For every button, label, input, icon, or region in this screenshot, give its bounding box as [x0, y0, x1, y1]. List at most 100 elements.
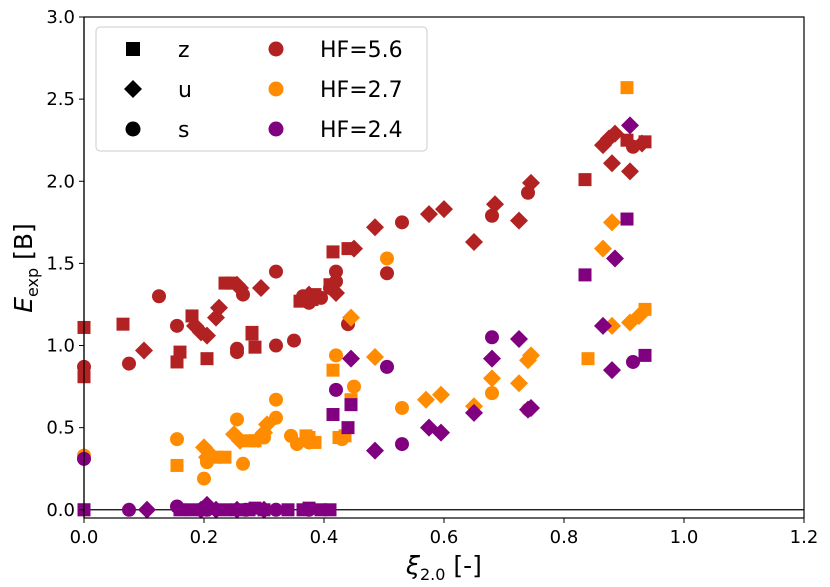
- point-hf-5-6-square: [248, 340, 262, 354]
- point-hf-2-7-circle: [329, 348, 343, 363]
- point-hf-2-7-circle: [197, 471, 211, 486]
- square-marker-icon: [126, 42, 140, 56]
- point-hf-5-6-circle: [122, 356, 136, 371]
- point-hf-5-6-square: [116, 317, 130, 331]
- legend-label-hf-5-6: HF=5.6: [320, 38, 403, 63]
- point-hf-5-6-circle: [329, 274, 343, 289]
- point-hf-2-4-circle: [626, 354, 640, 369]
- point-hf-5-6-circle: [152, 289, 166, 304]
- point-hf-2-4-circle: [302, 502, 316, 517]
- point-hf-5-6-diamond: [486, 195, 504, 214]
- point-hf-2-7-diamond: [366, 348, 384, 367]
- point-hf-2-4-circle: [269, 502, 283, 517]
- point-hf-2-4-diamond: [606, 249, 624, 268]
- point-hf-2-4-diamond: [342, 349, 360, 368]
- point-hf-2-4-diamond: [432, 423, 450, 442]
- point-hf-2-7-diamond: [510, 374, 528, 393]
- x-tick-label: 0.0: [70, 527, 99, 548]
- point-hf-2-4-diamond: [465, 403, 483, 422]
- point-hf-5-6-diamond: [435, 200, 453, 219]
- point-hf-2-7-circle: [290, 437, 304, 452]
- point-hf-5-6-circle: [269, 338, 283, 353]
- x-axis-label: ξ2.0 [-]: [405, 551, 482, 584]
- y-tick-label: 0.5: [46, 418, 75, 439]
- point-hf-2-4-diamond: [621, 116, 639, 135]
- diamond-marker-icon: [124, 80, 142, 98]
- point-hf-2-7-diamond: [231, 431, 249, 450]
- x-tick-label: 0.2: [190, 527, 219, 548]
- point-hf-5-6-square: [326, 245, 340, 259]
- point-hf-2-7-circle: [269, 410, 283, 425]
- point-hf-5-6-circle: [230, 345, 244, 360]
- legend: z u s HF=5.6 HF=2.7 HF=2.4: [95, 26, 428, 152]
- point-hf-5-6-diamond: [621, 162, 639, 181]
- point-hf-5-6-square: [200, 352, 214, 366]
- point-hf-5-6-circle: [269, 264, 283, 279]
- point-hf-2-4-circle: [380, 359, 394, 374]
- point-hf-2-4-diamond: [510, 329, 528, 348]
- point-hf-2-7-diamond: [417, 390, 435, 409]
- point-hf-2-7-circle: [485, 386, 499, 401]
- y-tick-label: 0.0: [46, 500, 75, 521]
- point-hf-5-6-square: [170, 355, 184, 369]
- point-hf-2-4-diamond: [366, 441, 384, 460]
- point-hf-2-4-square: [323, 503, 337, 517]
- point-hf-5-6-circle: [170, 318, 184, 333]
- y-tick-label: 1.0: [46, 336, 75, 357]
- point-hf-2-7-diamond: [483, 369, 501, 388]
- point-hf-5-6-diamond: [198, 326, 216, 345]
- point-hf-5-6-diamond: [135, 341, 153, 360]
- point-hf-2-7-diamond: [342, 308, 360, 327]
- point-hf-2-4-circle: [329, 382, 343, 397]
- x-axis-ticks: 0.0 0.2 0.4 0.6 0.8 1.0 1.2: [70, 518, 818, 548]
- legend-label-z: z: [178, 38, 190, 63]
- point-hf-2-4-diamond: [522, 398, 540, 417]
- point-hf-2-7-square: [218, 450, 232, 464]
- point-hf-5-6-diamond: [210, 298, 228, 317]
- point-hf-2-7-circle: [302, 435, 316, 450]
- point-hf-2-4-square: [620, 212, 634, 226]
- y-tick-label: 1.5: [46, 253, 75, 274]
- point-hf-5-6-square: [245, 325, 259, 339]
- y-axis-ticks: 0.0 0.5 1.0 1.5 2.0 2.5 3.0: [46, 7, 84, 521]
- point-hf-2-4-square: [344, 398, 358, 412]
- point-hf-5-6-circle: [380, 266, 394, 281]
- point-hf-5-6-square: [173, 345, 187, 359]
- y-axis-label: Eexp [B]: [9, 223, 42, 313]
- point-hf-2-7-circle: [170, 432, 184, 447]
- point-hf-5-6-diamond: [465, 233, 483, 252]
- point-hf-5-6-diamond: [345, 239, 363, 258]
- point-hf-2-4-circle: [200, 502, 214, 517]
- point-hf-2-4-square: [341, 421, 355, 435]
- point-hf-5-6-circle: [521, 185, 535, 200]
- x-tick-label: 0.8: [550, 527, 579, 548]
- point-hf-5-6-circle: [485, 208, 499, 223]
- point-hf-2-7-square: [170, 458, 184, 472]
- point-hf-2-4-square: [638, 348, 652, 362]
- point-hf-2-4-square: [281, 503, 295, 517]
- circle-marker-icon: [125, 121, 141, 137]
- point-hf-5-6-square: [578, 173, 592, 187]
- point-hf-2-7-circle: [347, 379, 361, 394]
- y-tick-label: 2.5: [46, 89, 75, 110]
- legend-label-s: s: [178, 118, 189, 143]
- point-hf-2-7-square: [326, 363, 340, 377]
- point-hf-5-6-circle: [329, 264, 343, 279]
- point-hf-5-6-diamond: [606, 124, 624, 143]
- data-points: [77, 81, 652, 519]
- point-hf-2-7-diamond: [603, 213, 621, 232]
- point-hf-2-7-square: [620, 81, 634, 95]
- point-hf-2-4-diamond: [255, 500, 273, 519]
- x-tick-label: 0.6: [430, 527, 459, 548]
- point-hf-2-7-circle: [200, 453, 214, 468]
- point-hf-2-4-circle: [122, 502, 136, 517]
- point-hf-5-6-circle: [236, 287, 250, 302]
- point-hf-5-6-circle: [302, 295, 316, 310]
- point-hf-2-4-circle: [239, 502, 253, 517]
- point-hf-5-6-circle: [287, 333, 301, 348]
- point-hf-2-7-circle: [335, 432, 349, 447]
- point-hf-2-4-circle: [170, 499, 184, 514]
- point-hf-2-7-diamond: [432, 385, 450, 404]
- legend-label-u: u: [178, 78, 192, 103]
